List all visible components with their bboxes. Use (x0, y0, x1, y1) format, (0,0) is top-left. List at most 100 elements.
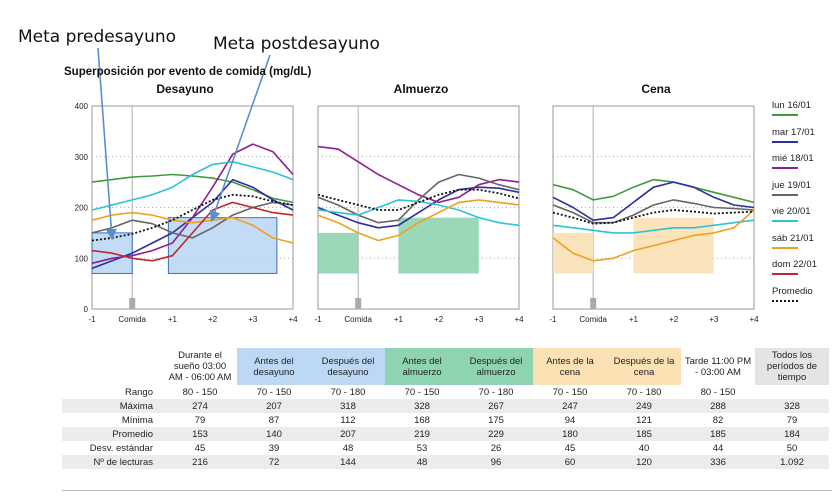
column-header: Antes de la cena (533, 348, 607, 385)
table-cell: 72 (237, 455, 311, 469)
table-cell: 45 (194, 442, 206, 454)
x-tick-label: Comida (344, 315, 372, 324)
series-line (317, 173, 520, 224)
legend-swatch (772, 299, 798, 302)
table-cell: 229 (459, 427, 533, 441)
table-cell: 112 (340, 414, 356, 426)
table-cell: 48 (385, 455, 459, 469)
x-tick-label: +1 (629, 315, 639, 324)
row-label: Mínima (121, 414, 153, 426)
series-line (91, 193, 294, 242)
table-cell: 216 (163, 455, 237, 469)
table-cell: 185 (681, 427, 755, 441)
column-header: Todos los períodos de tiempo (755, 348, 829, 385)
series-line (552, 181, 755, 221)
table-row: Mínima 79 87 112 168 175 94 121 82 79 (62, 413, 829, 427)
x-tick-label: Comida (118, 315, 146, 324)
x-tick-label: -1 (314, 315, 322, 324)
x-tick-label: +1 (394, 315, 404, 324)
x-tick-label: +3 (248, 315, 258, 324)
series-line (552, 209, 755, 262)
annotation-post-breakfast: Meta postdesayuno (213, 34, 380, 54)
x-tick-label: +2 (434, 315, 444, 324)
table-cell: 140 (237, 427, 311, 441)
legend-swatch (772, 193, 798, 196)
series-line (91, 173, 294, 204)
table-cell: 82 (712, 414, 724, 426)
legend-swatch (772, 114, 798, 116)
chart-title: Superposición por evento de comida (mg/d… (64, 66, 312, 78)
row-label: Máxima (62, 399, 163, 413)
series-line (91, 201, 294, 262)
table-row: Máxima 274 207 318 328 267 247 249 288 328 (62, 399, 829, 413)
series-line (317, 188, 520, 211)
series-line (91, 161, 294, 211)
table-row: Rango 80 - 150 70 - 150 70 - 180 70 - 150 70 … (62, 385, 829, 399)
y-tick-label: 400 (75, 102, 89, 111)
target-range-box (318, 232, 359, 274)
table-cell: 336 (681, 455, 755, 469)
table-cell: 80 - 150 (182, 386, 218, 398)
table-cell: 267 (459, 399, 533, 413)
table-cell: 70 - 150 (552, 386, 588, 398)
series-line (317, 186, 520, 229)
y-tick-label: 300 (75, 153, 89, 162)
table-cell: 70 - 180 (330, 386, 366, 398)
table-cell: 207 (237, 399, 311, 413)
y-tick-label: 0 (84, 305, 89, 314)
table-cell: 44 (712, 442, 724, 454)
table-cell: 50 (786, 442, 798, 454)
table-cell: 87 (268, 414, 280, 426)
series-line (317, 199, 520, 227)
legend-label: lun 16/01 (772, 100, 812, 111)
x-tick-label: Comida (579, 315, 607, 324)
table-cell (755, 385, 829, 399)
x-tick-label: +3 (474, 315, 484, 324)
header-empty (62, 348, 163, 385)
x-tick-label: -1 (549, 315, 557, 324)
table-cell: 144 (311, 455, 385, 469)
y-tick-label: 100 (75, 254, 89, 263)
x-tick-label: +2 (669, 315, 679, 324)
x-tick-label: +2 (208, 315, 218, 324)
table-cell: 219 (385, 427, 459, 441)
legend-label: jue 19/01 (772, 179, 812, 191)
row-label: Rango (125, 386, 153, 398)
column-header: Antes del almuerzo (385, 348, 459, 385)
legend-swatch (772, 273, 798, 275)
table-cell: 120 (607, 455, 681, 469)
target-range-box (398, 217, 479, 274)
series-line (317, 199, 520, 242)
legend-label: mar 17/01 (772, 126, 815, 138)
table-cell: 121 (636, 414, 652, 426)
column-header: Antes del desayuno (237, 348, 311, 385)
table-cell: 328 (385, 399, 459, 413)
annotation-arrow-post (209, 54, 271, 223)
table-cell: 26 (490, 442, 502, 454)
meal-marker (590, 298, 597, 309)
stats-table: Durante el sueño 03:00 AM - 06:00 AM Ante… (62, 348, 829, 469)
table-cell: 70 - 180 (626, 386, 662, 398)
table-cell: 288 (681, 399, 755, 413)
series-line (552, 219, 755, 234)
bottom-divider (62, 490, 832, 491)
legend-swatch (772, 140, 798, 143)
table-cell: 180 (533, 427, 607, 441)
table-cell: 249 (607, 399, 681, 413)
annotation-arrow-pre (97, 47, 117, 241)
table-cell: 60 (533, 455, 607, 469)
panel-title-lunch: Almuerzo (393, 82, 449, 96)
y-tick-label: 200 (75, 204, 89, 213)
table-cell: 45 (564, 442, 576, 454)
target-range-box (167, 217, 278, 274)
column-header: Tarde 11:00 PM - 03:00 AM (681, 348, 755, 385)
legend-label: dom 22/01 (772, 259, 817, 270)
row-label: Nº de lecturas (62, 455, 163, 469)
legend-swatch (772, 220, 798, 222)
legend-label: mié 18/01 (772, 153, 814, 164)
series-line (91, 211, 294, 244)
table-cell: 318 (311, 399, 385, 413)
table-cell: 96 (459, 455, 533, 469)
column-header: Durante el sueño 03:00 AM - 06:00 AM (163, 348, 237, 385)
row-label: Desv. estándar (89, 442, 153, 454)
